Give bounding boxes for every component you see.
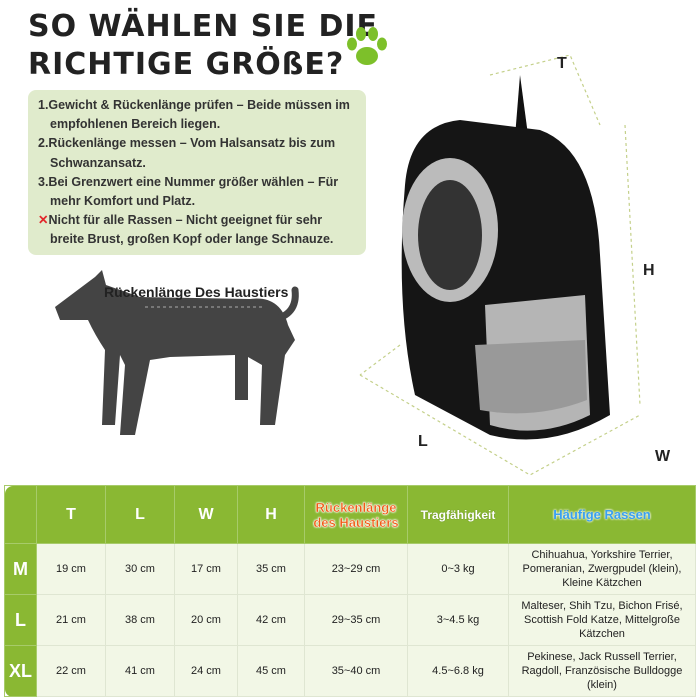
dimension-t: T bbox=[557, 55, 567, 72]
tip-4: ✕Nicht für alle Rassen – Nicht geeignet … bbox=[38, 213, 334, 247]
dog-back-length-label: Rückenlänge Des Haustiers bbox=[104, 284, 289, 300]
header-breeds: Häufige Rassen bbox=[508, 485, 696, 544]
table-row: M 19 cm 30 cm 17 cm 35 cm 23~29 cm 0~3 k… bbox=[4, 543, 696, 595]
dimension-l: L bbox=[418, 433, 428, 450]
header-l: L bbox=[105, 485, 175, 544]
header-t: T bbox=[36, 485, 106, 544]
tip-1: 1.Gewicht & Rückenlänge prüfen – Beide m… bbox=[38, 98, 350, 132]
backpack-image bbox=[359, 55, 641, 476]
dimension-h: H bbox=[643, 262, 655, 279]
table-header-row: T L W H Rückenlänge des Haustiers Tragfä… bbox=[4, 485, 696, 544]
dog-silhouette bbox=[55, 270, 299, 435]
tip-3: 3.Bei Grenzwert eine Nummer größer wähle… bbox=[38, 174, 339, 209]
size-label: XL bbox=[4, 645, 37, 697]
header-back-length: Rückenlänge des Haustiers bbox=[304, 485, 408, 544]
header-capacity: Tragfähigkeit bbox=[407, 485, 509, 544]
cross-icon: ✕ bbox=[38, 213, 49, 228]
size-table: T L W H Rückenlänge des Haustiers Tragfä… bbox=[4, 485, 696, 697]
size-label: L bbox=[4, 594, 37, 646]
tip-2: 2.Rückenlänge messen – Vom Halsansatz bi… bbox=[38, 136, 336, 170]
header-h: H bbox=[237, 485, 305, 544]
tips-box: 1.Gewicht & Rückenlänge prüfen – Beide m… bbox=[28, 90, 366, 255]
table-row: L 21 cm 38 cm 20 cm 42 cm 29~35 cm 3~4.5… bbox=[4, 594, 696, 646]
header-w: W bbox=[174, 485, 238, 544]
page-title: SO WÄHLEN SIE DIE RICHTIGE GRÖßE? bbox=[28, 9, 379, 82]
dimension-w: W bbox=[655, 448, 671, 465]
paw-icon bbox=[347, 27, 387, 65]
table-row: XL 22 cm 41 cm 24 cm 45 cm 35~40 cm 4.5~… bbox=[4, 645, 696, 697]
size-label: M bbox=[4, 543, 37, 595]
